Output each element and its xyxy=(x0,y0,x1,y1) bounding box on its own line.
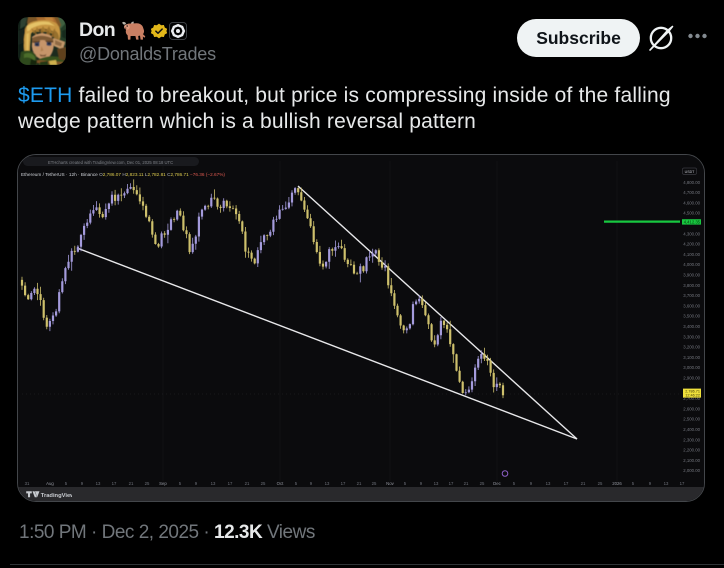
svg-text:9: 9 xyxy=(420,481,423,486)
svg-text:5: 5 xyxy=(295,481,298,486)
svg-text:Nov: Nov xyxy=(386,481,394,486)
svg-text:9: 9 xyxy=(195,481,198,486)
svg-text:13: 13 xyxy=(325,481,330,486)
svg-text:25: 25 xyxy=(372,481,377,486)
svg-text:3,500.00: 3,500.00 xyxy=(683,314,700,319)
svg-text:3,400.00: 3,400.00 xyxy=(683,324,700,329)
svg-text:3,700.00: 3,700.00 xyxy=(683,293,700,298)
svg-text:TradingView: TradingView xyxy=(41,492,72,498)
svg-text:17: 17 xyxy=(449,481,454,486)
svg-text:4,100.00: 4,100.00 xyxy=(683,252,700,257)
svg-text:13: 13 xyxy=(96,481,101,486)
svg-text:4,412.35: 4,412.35 xyxy=(684,220,701,225)
svg-text:21: 21 xyxy=(464,481,469,486)
svg-text:17: 17 xyxy=(680,481,685,486)
svg-text:3,000.00: 3,000.00 xyxy=(683,365,700,370)
svg-text:9: 9 xyxy=(81,481,84,486)
svg-text:21: 21 xyxy=(245,481,250,486)
svg-text:9: 9 xyxy=(649,481,652,486)
svg-text:2026: 2026 xyxy=(612,481,622,486)
svg-text:Ethereum / TetherUS · 12h · Bi: Ethereum / TetherUS · 12h · Binance O2,7… xyxy=(21,172,225,177)
svg-text:25: 25 xyxy=(480,481,485,486)
svg-text:3,800.00: 3,800.00 xyxy=(683,283,700,288)
svg-text:2,000.00: 2,000.00 xyxy=(683,468,700,473)
svg-text:4,800.00: 4,800.00 xyxy=(683,180,700,185)
svg-text:5: 5 xyxy=(179,481,182,486)
svg-text:2,600.00: 2,600.00 xyxy=(683,406,700,411)
svg-text:4,000.00: 4,000.00 xyxy=(683,262,700,267)
svg-text:4,700.00: 4,700.00 xyxy=(683,190,700,195)
svg-text:3,200.00: 3,200.00 xyxy=(683,345,700,350)
svg-text:3,900.00: 3,900.00 xyxy=(683,273,700,278)
svg-text:2,100.00: 2,100.00 xyxy=(683,458,700,463)
svg-text:12:46:22: 12:46:22 xyxy=(685,394,700,398)
svg-text:4,500.00: 4,500.00 xyxy=(683,211,700,216)
svg-text:2,786.71: 2,786.71 xyxy=(685,390,700,394)
svg-text:3,300.00: 3,300.00 xyxy=(683,334,700,339)
svg-text:5: 5 xyxy=(404,481,407,486)
svg-text:2,200.00: 2,200.00 xyxy=(683,448,700,453)
svg-text:5: 5 xyxy=(65,481,68,486)
svg-text:13: 13 xyxy=(211,481,216,486)
svg-text:13: 13 xyxy=(546,481,551,486)
svg-text:2,400.00: 2,400.00 xyxy=(683,427,700,432)
svg-text:21: 21 xyxy=(357,481,362,486)
svg-text:Oct: Oct xyxy=(277,481,284,486)
svg-text:2,900.00: 2,900.00 xyxy=(683,376,700,381)
svg-text:17: 17 xyxy=(228,481,233,486)
svg-text:ETHcharts created with Trading: ETHcharts created with TradingView.com, … xyxy=(48,160,173,165)
svg-text:9: 9 xyxy=(310,481,313,486)
svg-text:5: 5 xyxy=(513,481,516,486)
svg-text:21: 21 xyxy=(129,481,134,486)
svg-text:25: 25 xyxy=(145,481,150,486)
svg-text:Dec: Dec xyxy=(493,481,501,486)
svg-text:17: 17 xyxy=(564,481,569,486)
svg-text:4,200.00: 4,200.00 xyxy=(683,242,700,247)
svg-text:21: 21 xyxy=(581,481,586,486)
svg-text:17: 17 xyxy=(341,481,346,486)
svg-text:3,100.00: 3,100.00 xyxy=(683,355,700,360)
svg-text:9: 9 xyxy=(530,481,533,486)
svg-text:13: 13 xyxy=(664,481,669,486)
svg-text:25: 25 xyxy=(261,481,266,486)
svg-text:4,600.00: 4,600.00 xyxy=(683,200,700,205)
svg-text:2,700.00: 2,700.00 xyxy=(683,396,700,401)
svg-text:Sep: Sep xyxy=(159,481,167,486)
svg-text:USDT: USDT xyxy=(685,170,696,174)
svg-text:2,300.00: 2,300.00 xyxy=(683,437,700,442)
svg-text:17: 17 xyxy=(112,481,117,486)
svg-text:3,600.00: 3,600.00 xyxy=(683,303,700,308)
svg-text:2,500.00: 2,500.00 xyxy=(683,417,700,422)
svg-text:31: 31 xyxy=(25,481,30,486)
svg-text:25: 25 xyxy=(598,481,603,486)
svg-text:4,300.00: 4,300.00 xyxy=(683,231,700,236)
svg-text:Aug: Aug xyxy=(46,481,54,486)
svg-text:13: 13 xyxy=(434,481,439,486)
svg-text:5: 5 xyxy=(632,481,635,486)
